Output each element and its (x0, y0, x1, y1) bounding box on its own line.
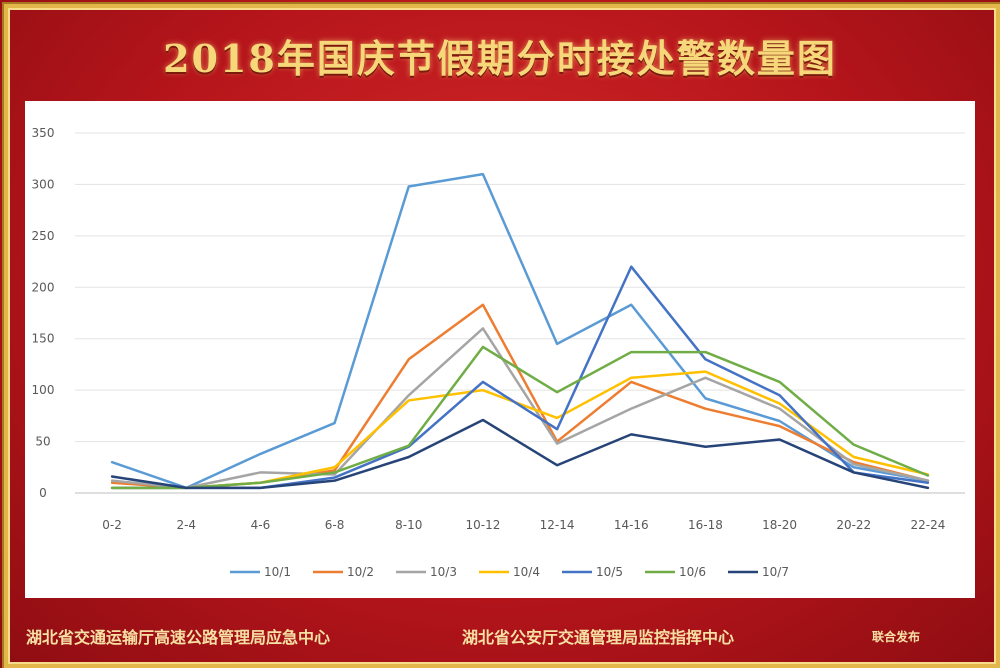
legend-label: 10/2 (347, 565, 374, 579)
series-line-10-1 (110, 172, 930, 490)
series-line-10-5 (110, 265, 930, 490)
x-tick-label: 2-4 (176, 518, 196, 532)
legend-label: 10/1 (264, 565, 291, 579)
y-tick-label: 200 (32, 280, 55, 294)
series-line-10-3 (110, 327, 930, 490)
y-tick-label: 250 (32, 229, 55, 243)
legend-label: 10/4 (513, 565, 540, 579)
line-chart: 0 50 100 150 200 250 300 350 0-2 2-4 4-6 6-8 8-10 10-… (32, 126, 965, 579)
x-tick-label: 14-16 (614, 518, 649, 532)
page-title: 2018年国庆节假期分时接处警数量图 (163, 36, 837, 81)
legend-label: 10/7 (762, 565, 789, 579)
series-line-10-7 (110, 418, 930, 490)
footer: 湖北省交通运输厅高速公路管理局应急中心 湖北省公安厅交通管理局监控指挥中心 联合… (0, 620, 1000, 650)
chart-panel: 0 50 100 150 200 250 300 350 0-2 2-4 4-6 6-8 8-10 10-… (25, 101, 975, 598)
footer-right-text: 联合发布 (872, 630, 921, 644)
footer-left-text: 湖北省交通运输厅高速公路管理局应急中心 (26, 628, 331, 647)
x-tick-label: 12-14 (540, 518, 575, 532)
x-tick-label: 22-24 (910, 518, 945, 532)
x-tick-label: 18-20 (762, 518, 797, 532)
legend-label: 10/6 (679, 565, 706, 579)
x-tick-label: 10-12 (465, 518, 500, 532)
x-tick-label: 20-22 (836, 518, 871, 532)
y-tick-label: 300 (32, 177, 55, 191)
gold-border (4, 4, 1000, 668)
footer-middle-text: 湖北省公安厅交通管理局监控指挥中心 (462, 628, 735, 647)
y-tick-label: 350 (32, 126, 55, 140)
series-line-10-2 (110, 303, 930, 490)
x-tick-label: 4-6 (251, 518, 271, 532)
x-tick-label: 0-2 (102, 518, 122, 532)
series-line-10-4 (110, 370, 930, 490)
y-tick-label: 100 (32, 383, 55, 397)
y-tick-label: 50 (35, 435, 50, 449)
y-tick-label: 150 (32, 332, 55, 346)
x-tick-label: 16-18 (688, 518, 723, 532)
series-line-10-6 (110, 345, 930, 490)
x-tick-label: 8-10 (395, 518, 422, 532)
legend-label: 10/3 (430, 565, 457, 579)
x-tick-label: 6-8 (325, 518, 345, 532)
y-tick-label: 0 (39, 486, 47, 500)
legend-label: 10/5 (596, 565, 623, 579)
